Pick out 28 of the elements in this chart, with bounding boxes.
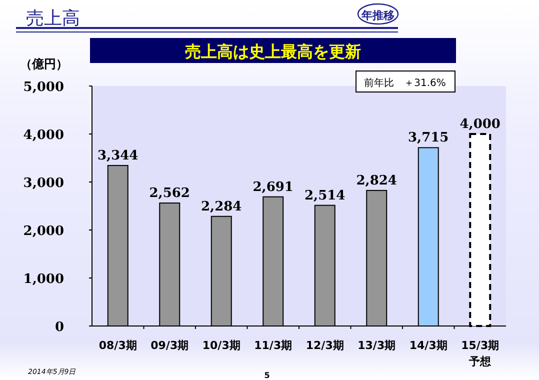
chart-subtitle: 売上高は史上最高を更新 xyxy=(185,42,361,61)
y-tick-label: 2,000 xyxy=(23,224,64,239)
data-label: 3,715 xyxy=(408,130,449,146)
x-tick-label: 10/3期 xyxy=(202,339,240,352)
data-label: 2,691 xyxy=(252,180,294,195)
data-label: 4,000 xyxy=(460,117,500,132)
x-tick-label: 13/3期 xyxy=(358,339,396,352)
text: 年推移 xyxy=(360,9,394,22)
x-tick-label: 09/3期 xyxy=(150,339,189,352)
x-tick-label: 12/3期 xyxy=(306,339,344,352)
x-tick-label: 08/3期 xyxy=(98,339,137,352)
y-tick-label: 5,000 xyxy=(23,80,64,95)
data-label: 2,562 xyxy=(149,186,190,202)
annotation: 前年比 ＋31.6% xyxy=(364,77,446,89)
data-label: 2,514 xyxy=(304,188,346,204)
y-tick-label: 4,000 xyxy=(23,128,64,143)
x-tick-label: 15/3期予想 xyxy=(461,339,500,368)
chart-title: 売上高 xyxy=(26,8,80,29)
y-tick-label: 0 xyxy=(54,320,64,335)
text: 5 xyxy=(264,371,270,380)
y-tick-label: 1,000 xyxy=(23,272,64,287)
y-tick-label: 3,000 xyxy=(23,176,64,191)
y-axis-title: （億円） xyxy=(20,57,68,71)
data-label: 3,344 xyxy=(98,148,138,164)
data-label: 2,824 xyxy=(356,173,397,188)
x-tick-label: 11/3期 xyxy=(254,339,292,352)
x-tick-label: 14/3期 xyxy=(409,339,448,352)
data-label: 2,284 xyxy=(201,199,242,214)
